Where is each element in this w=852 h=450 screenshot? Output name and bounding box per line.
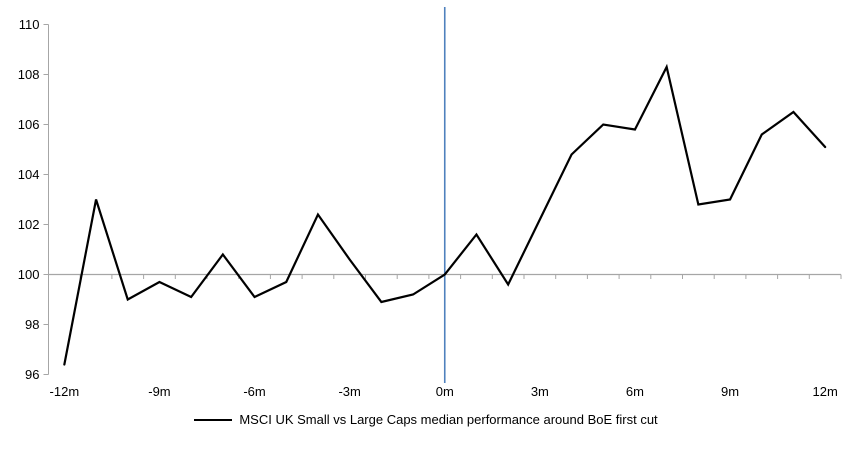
legend: MSCI UK Small vs Large Caps median perfo… <box>0 412 852 427</box>
y-tick-label: 106 <box>18 117 40 132</box>
y-tick-label: 96 <box>25 367 39 382</box>
x-tick-label: -3m <box>338 384 360 399</box>
x-tick-label: -12m <box>50 384 80 399</box>
y-tick-label: 102 <box>18 217 40 232</box>
x-tick-label: -9m <box>148 384 170 399</box>
series-line <box>63 63 827 366</box>
y-tick-label: 104 <box>18 167 40 182</box>
y-tick-label: 100 <box>18 267 40 282</box>
x-tick-label: 6m <box>626 384 644 399</box>
y-tick-label: 98 <box>25 317 39 332</box>
x-tick-label: 3m <box>531 384 549 399</box>
legend-line-swatch <box>194 418 233 421</box>
x-tick-label: -6m <box>243 384 265 399</box>
x-tick-label: 9m <box>721 384 739 399</box>
y-axis: 96 98 100 102 104 106 108 110 <box>18 17 49 382</box>
legend-label: MSCI UK Small vs Large Caps median perfo… <box>239 412 658 427</box>
x-tick-label: 0m <box>436 384 454 399</box>
x-tick-label: 12m <box>813 384 838 399</box>
y-tick-label: 110 <box>19 17 40 32</box>
x-axis-baseline: -12m -9m -6m -3m 0m 3m 6m 9m 12m <box>48 273 842 399</box>
y-tick-label: 108 <box>18 67 40 82</box>
